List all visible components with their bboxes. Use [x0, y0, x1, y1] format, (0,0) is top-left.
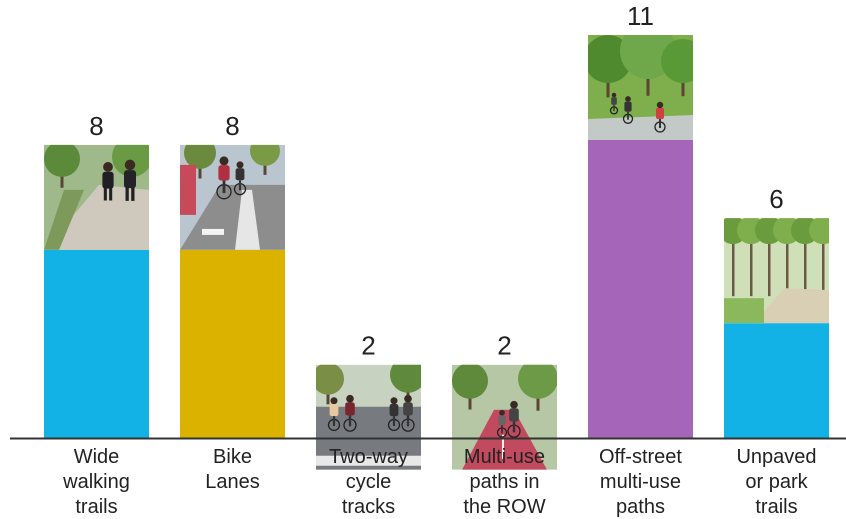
category-label: or park — [745, 471, 808, 493]
category-label: cycle — [346, 471, 392, 493]
category-label: trails — [75, 496, 117, 518]
bar-2 — [180, 144, 285, 438]
category-label: trails — [755, 496, 797, 518]
bar-fill-6 — [724, 323, 829, 438]
bar-value-label: 8 — [225, 111, 239, 141]
bar-value-label: 6 — [769, 184, 783, 214]
bar-fill-1 — [44, 249, 149, 438]
category-label: paths in — [469, 471, 539, 493]
category-label: Lanes — [205, 471, 260, 493]
bars-group — [44, 35, 829, 470]
bar-photo-park-path-riders — [588, 35, 693, 140]
category-label: Bike — [213, 446, 252, 468]
bar-5 — [588, 35, 693, 438]
category-label: tracks — [342, 496, 395, 518]
bar-value-label: 8 — [89, 111, 103, 141]
bar-fill-2 — [180, 249, 285, 438]
category-label: multi-use — [600, 471, 681, 493]
category-label: Multi-use — [464, 446, 545, 468]
category-label: Off-street — [599, 446, 682, 468]
bar-value-label: 2 — [497, 331, 511, 361]
bar-1 — [44, 144, 149, 438]
category-label: walking — [62, 471, 130, 493]
bar-value-label: 11 — [627, 1, 654, 31]
bar-photo-painted-path-rider — [452, 364, 557, 470]
category-label: Unpaved — [736, 446, 816, 468]
bar-value-label: 2 — [361, 331, 375, 361]
bar-fill-5 — [588, 140, 693, 438]
category-label: the ROW — [463, 496, 545, 518]
category-label: Two-way — [329, 446, 408, 468]
category-label: paths — [616, 496, 665, 518]
bar-photo-sidewalk-walkers — [44, 144, 149, 250]
labels-group: 8 Wide walking trails 8 Bike Lanes 2 Two-way cycl… — [62, 1, 816, 518]
bar-photo-bike-lane-riders — [180, 144, 285, 250]
bar-6 — [724, 218, 829, 438]
bar-4 — [452, 364, 557, 470]
bar-photo-tree-lined-trail — [724, 218, 829, 324]
category-label: Wide — [74, 446, 120, 468]
